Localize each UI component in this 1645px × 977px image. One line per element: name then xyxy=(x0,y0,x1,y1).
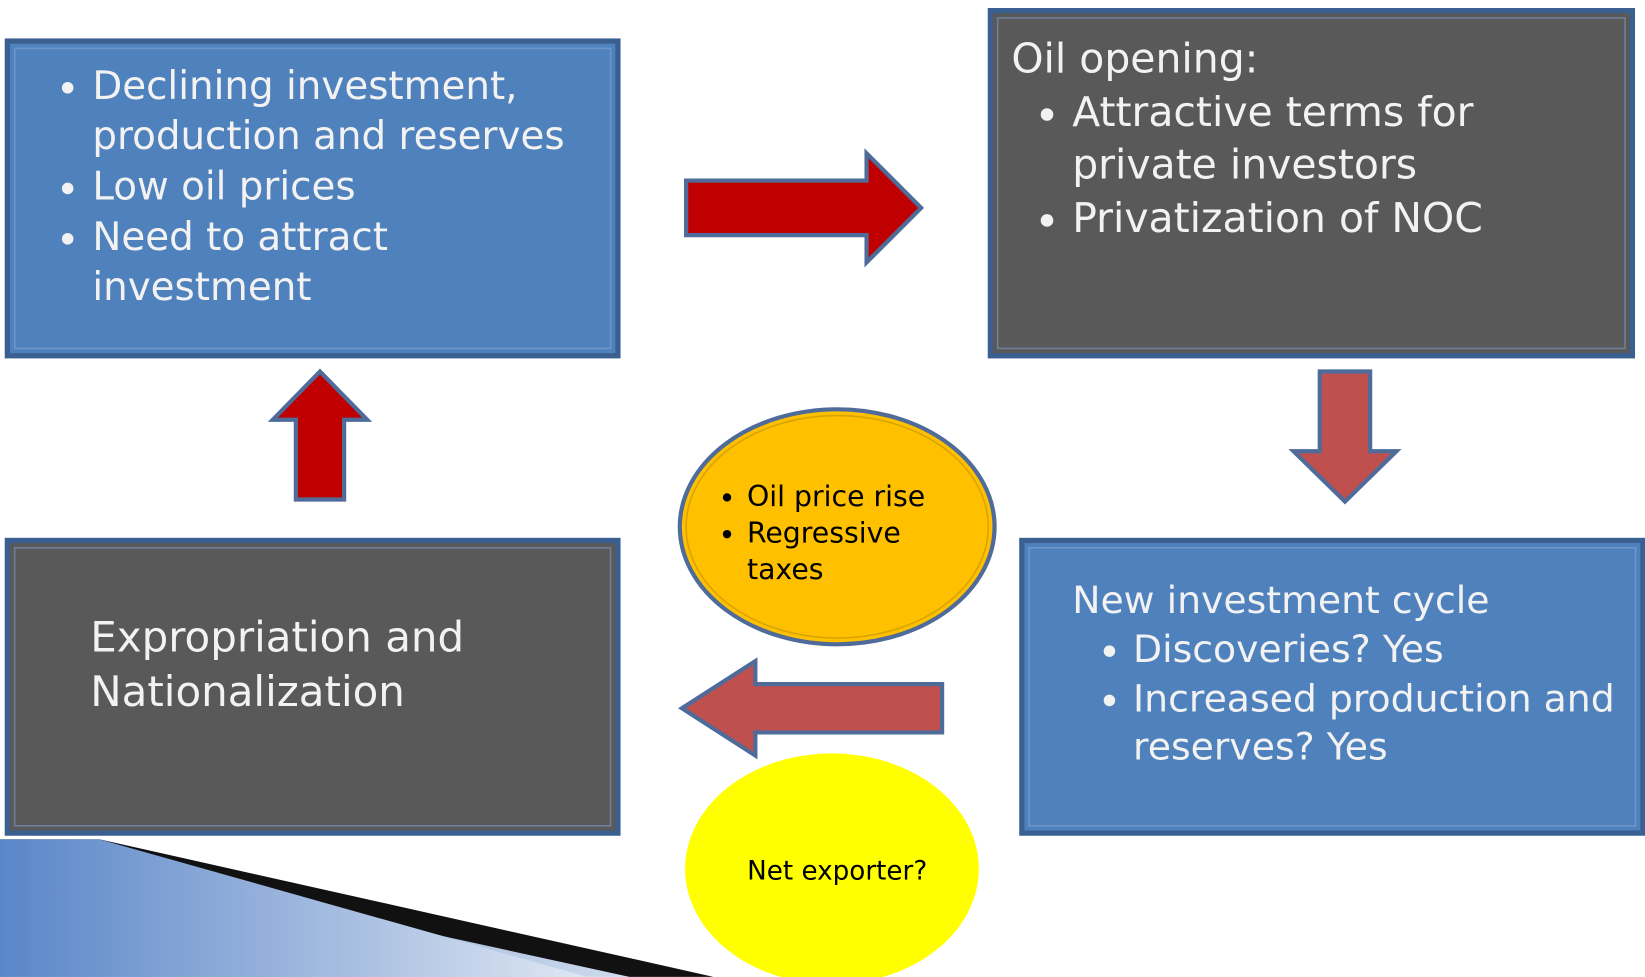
box-4 xyxy=(4,537,621,836)
box-1-text: Declining investment, production and res… xyxy=(31,61,619,334)
bullet-item: Discoveries? Yes xyxy=(1133,626,1618,675)
decor-wedge-fill xyxy=(0,839,588,977)
box-4-content: Expropriation and Nationalization xyxy=(90,611,552,720)
box-4-text: Expropriation and Nationalization xyxy=(90,611,552,720)
bullet-item: Declining investment, production and res… xyxy=(92,61,577,162)
oval-2 xyxy=(685,753,979,977)
box-2-list: Attractive terms for private investors P… xyxy=(1011,87,1598,247)
arrow-down xyxy=(1288,369,1402,505)
box-2-content: Oil opening: Attractive terms for privat… xyxy=(1011,34,1598,247)
bullet-item: Regressive taxes xyxy=(747,515,983,589)
bullet-item: Privatization of NOC xyxy=(1072,193,1599,246)
box-title: Oil opening: xyxy=(1011,35,1259,84)
oval-2-label: Net exporter? xyxy=(747,856,927,886)
bullet-item: Increased production and reserves? Yes xyxy=(1133,675,1618,773)
box-1 xyxy=(4,38,621,359)
box-1-list: Declining investment, production and res… xyxy=(31,61,577,313)
box-1-content: Declining investment, production and res… xyxy=(31,61,577,313)
box-3-list: Discoveries? Yes Increased production an… xyxy=(1072,626,1618,773)
bullet-item: Low oil prices xyxy=(92,162,577,212)
box-title: New investment cycle xyxy=(1072,579,1490,623)
arrow-right xyxy=(684,148,925,268)
arrow-up xyxy=(267,368,373,502)
oval-1-content: Oil price rise Regressive taxes xyxy=(705,479,983,589)
box-2-text: Oil opening: Attractive terms for privat… xyxy=(1011,34,1630,328)
box-3 xyxy=(1019,537,1645,836)
box-title: Expropriation and Nationalization xyxy=(90,613,465,717)
oval-1 xyxy=(677,407,997,647)
bullet-item: Attractive terms for private investors xyxy=(1072,87,1599,193)
bullet-item: Oil price rise xyxy=(747,479,983,516)
bullet-item: Need to attract investment xyxy=(92,212,577,313)
box-2 xyxy=(987,8,1636,359)
oval-1-inner xyxy=(685,414,990,639)
box-3-content: New investment cycle Discoveries? Yes In… xyxy=(1072,577,1618,773)
oval-1-text: Oil price rise Regressive taxes xyxy=(705,479,988,605)
oval-1-list: Oil price rise Regressive taxes xyxy=(705,479,983,589)
arrow-left xyxy=(678,657,945,760)
box-3-text: New investment cycle Discoveries? Yes In… xyxy=(1072,577,1639,818)
